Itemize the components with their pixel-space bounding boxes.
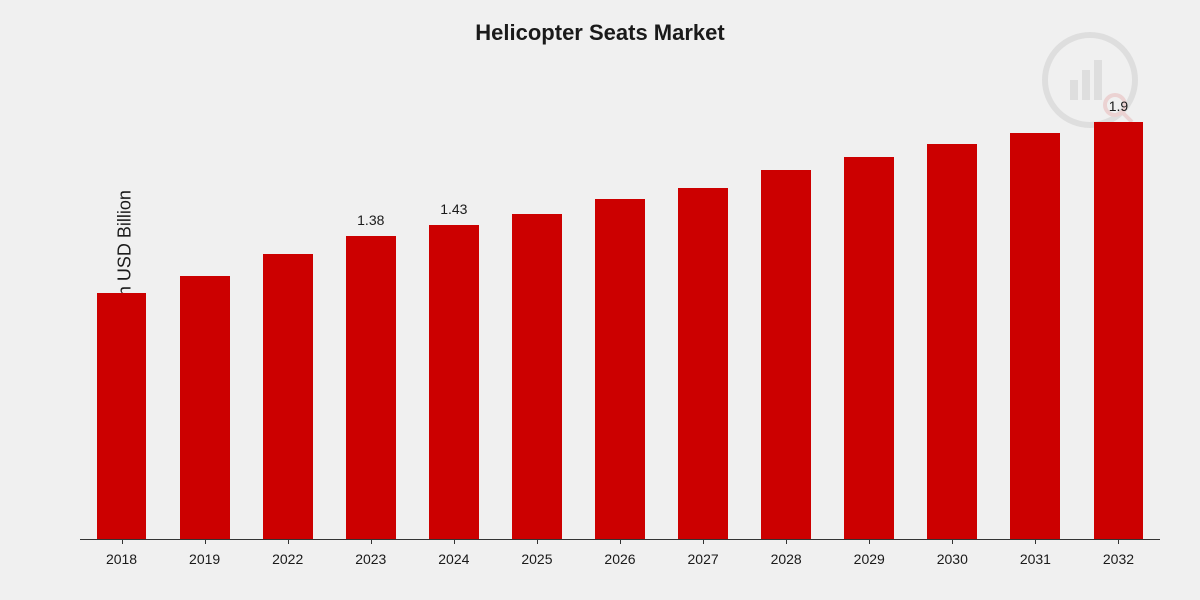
x-tick: [371, 539, 372, 544]
bar-group: 2026: [578, 100, 661, 539]
x-axis-label: 2030: [937, 551, 968, 567]
x-tick: [703, 539, 704, 544]
bar: [180, 276, 230, 539]
chart-title: Helicopter Seats Market: [0, 0, 1200, 46]
x-tick: [786, 539, 787, 544]
x-tick: [537, 539, 538, 544]
x-axis-label: 2023: [355, 551, 386, 567]
bar-group: 2028: [745, 100, 828, 539]
x-tick: [869, 539, 870, 544]
x-axis-label: 2026: [604, 551, 635, 567]
bar: [678, 188, 728, 539]
x-tick: [122, 539, 123, 544]
chart-container: Helicopter Seats Market Market Value in …: [0, 0, 1200, 600]
x-tick: [454, 539, 455, 544]
x-axis-label: 2018: [106, 551, 137, 567]
bar: [346, 236, 396, 539]
bar: [263, 254, 313, 539]
x-tick: [620, 539, 621, 544]
x-tick: [1118, 539, 1119, 544]
x-axis-label: 2032: [1103, 551, 1134, 567]
bar-group: 2022: [246, 100, 329, 539]
bar-group: 1.432024: [412, 100, 495, 539]
x-tick: [205, 539, 206, 544]
bar-value-label: 1.43: [412, 201, 495, 217]
x-tick: [952, 539, 953, 544]
bar-value-label: 1.9: [1077, 98, 1160, 114]
bar-group: 2031: [994, 100, 1077, 539]
x-axis-label: 2022: [272, 551, 303, 567]
bar-group: 2018: [80, 100, 163, 539]
bar-group: 2030: [911, 100, 994, 539]
bar-group: 2019: [163, 100, 246, 539]
x-axis-label: 2019: [189, 551, 220, 567]
bar-group: 2025: [495, 100, 578, 539]
x-axis-label: 2024: [438, 551, 469, 567]
bar: [927, 144, 977, 539]
bar: [595, 199, 645, 539]
x-tick: [1035, 539, 1036, 544]
x-axis-label: 2028: [771, 551, 802, 567]
bars-container: 2018201920221.3820231.432024202520262027…: [80, 100, 1160, 539]
bar: [512, 214, 562, 539]
bar-group: 1.382023: [329, 100, 412, 539]
bar-group: 2027: [662, 100, 745, 539]
bar: [844, 157, 894, 539]
plot-area: 2018201920221.3820231.432024202520262027…: [80, 100, 1160, 540]
bar: [761, 170, 811, 539]
x-axis-label: 2025: [521, 551, 552, 567]
bar-group: 2029: [828, 100, 911, 539]
bar: [429, 225, 479, 539]
bar: [1010, 133, 1060, 539]
x-axis-label: 2027: [688, 551, 719, 567]
x-axis-label: 2031: [1020, 551, 1051, 567]
x-tick: [288, 539, 289, 544]
bar-group: 1.92032: [1077, 100, 1160, 539]
bar: [97, 293, 147, 539]
bar: [1094, 122, 1144, 539]
bar-value-label: 1.38: [329, 212, 412, 228]
x-axis-label: 2029: [854, 551, 885, 567]
